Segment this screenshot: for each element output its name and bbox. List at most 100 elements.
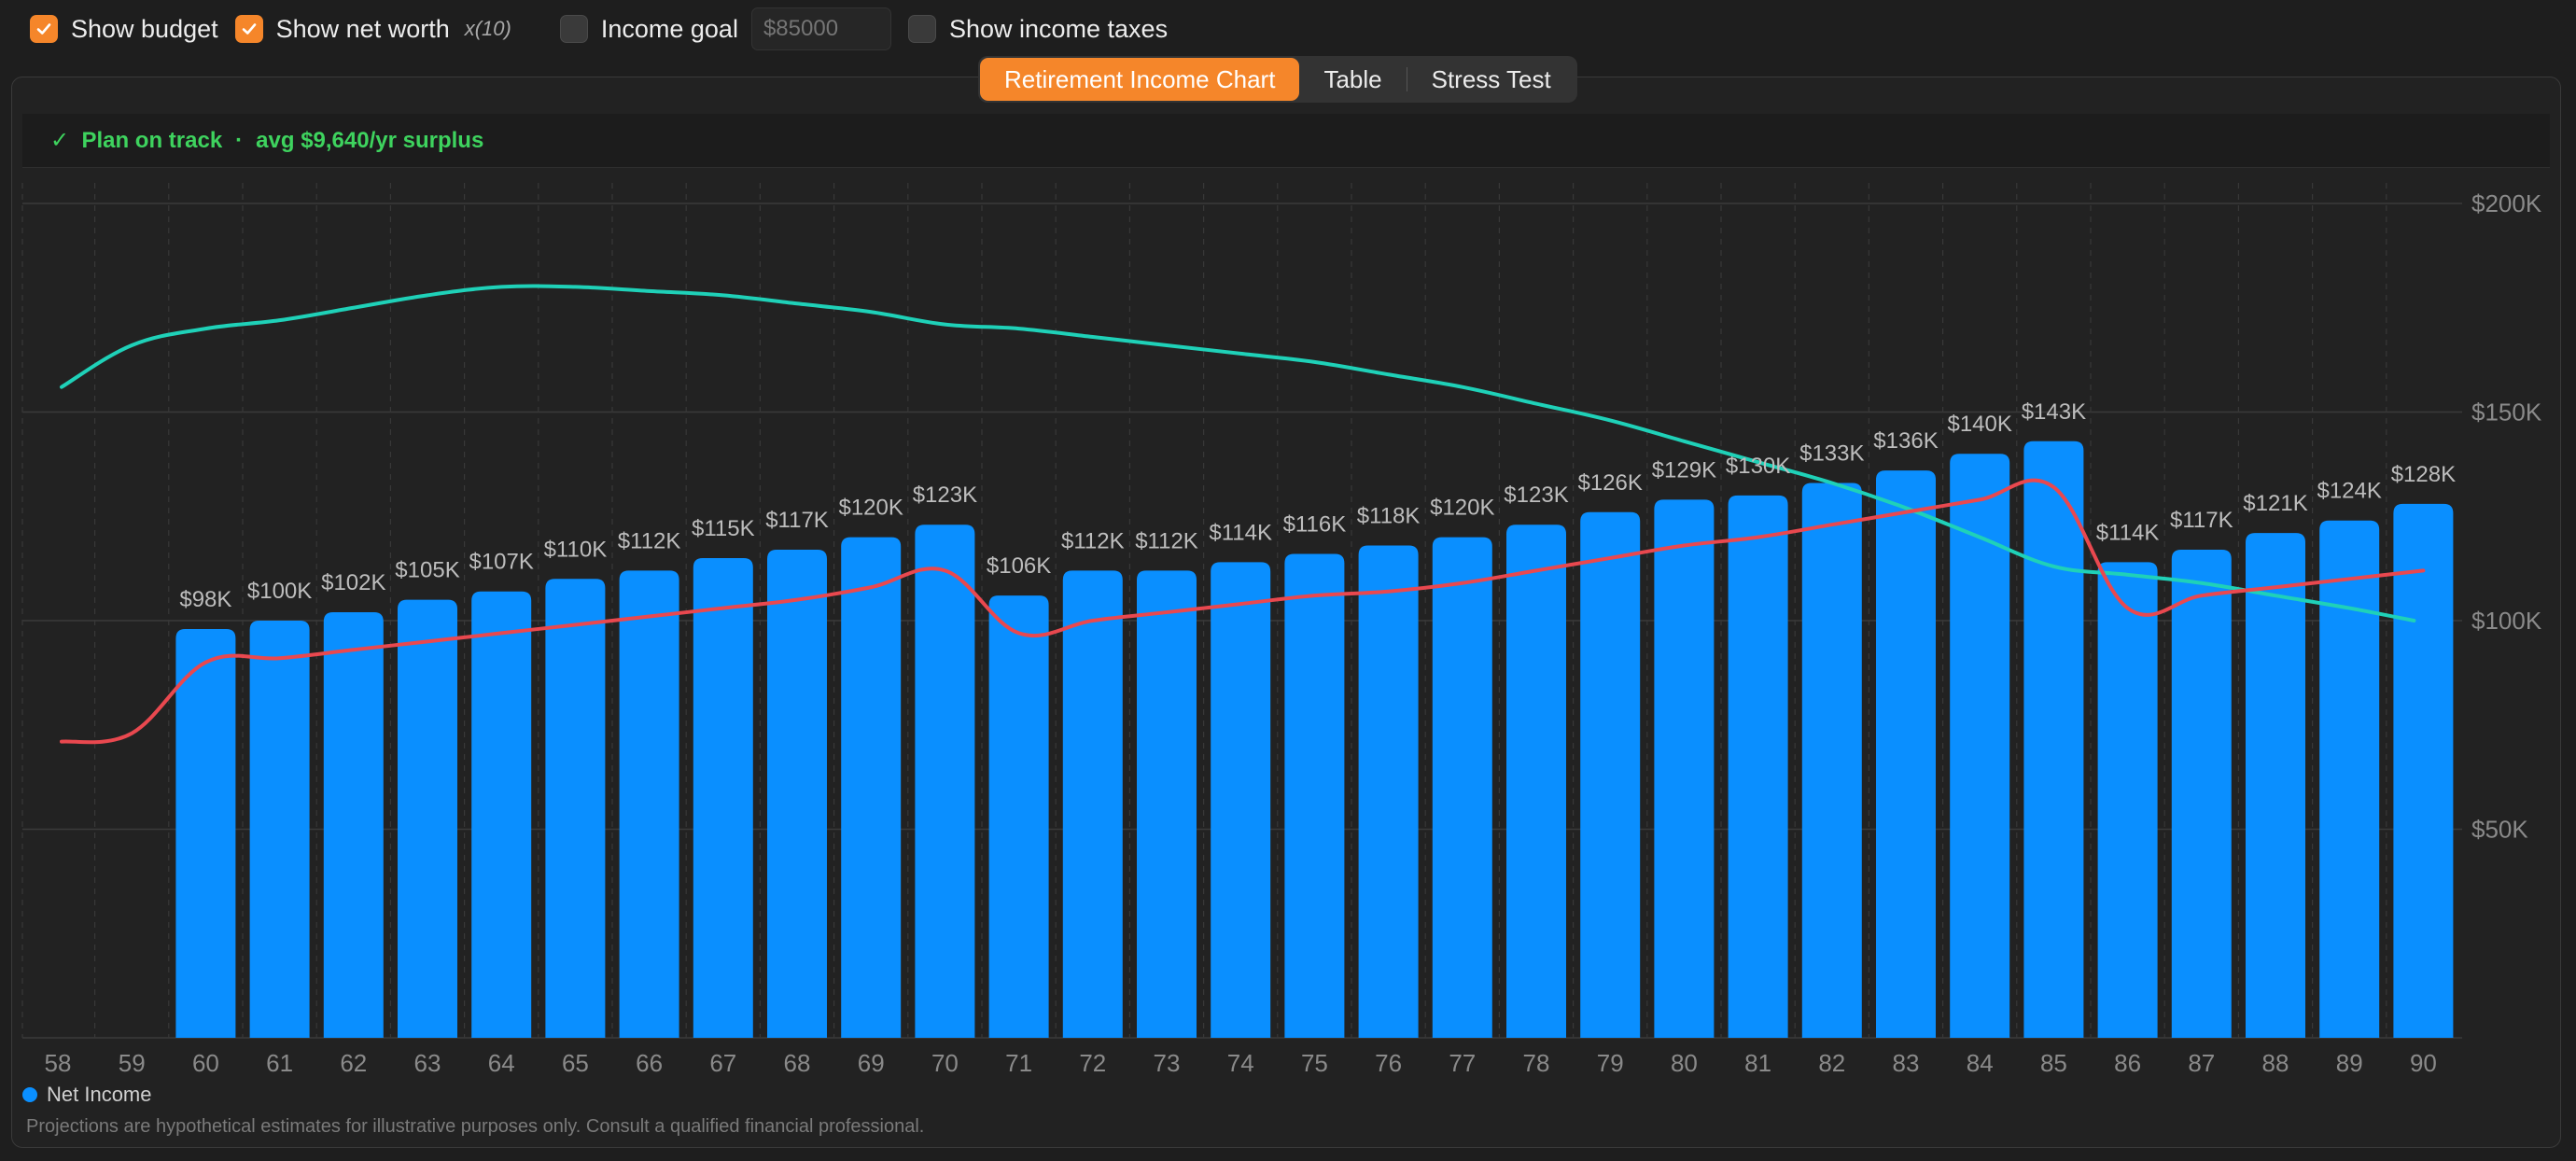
net-income-bar xyxy=(1728,495,1788,1038)
y-axis-tick-label: $200K xyxy=(2471,189,2542,217)
net-income-bar xyxy=(1950,454,2010,1038)
x-axis-tick-label: 78 xyxy=(1523,1049,1550,1077)
x-axis-tick-label: 60 xyxy=(192,1049,219,1077)
x-axis-tick-label: 58 xyxy=(45,1049,72,1077)
legend-net-income-swatch xyxy=(22,1087,37,1102)
bar-value-label: $112K xyxy=(1061,528,1125,553)
bar-value-label: $123K xyxy=(1504,483,1568,508)
bar-value-label: $110K xyxy=(544,537,608,562)
x-axis-tick-label: 66 xyxy=(636,1049,663,1077)
net-income-bar xyxy=(1432,537,1492,1038)
show-net-worth-checkbox[interactable]: Show net worth xyxy=(234,14,450,44)
plan-status-text: Plan on track xyxy=(81,127,223,153)
tab-retirement-income-chart[interactable]: Retirement Income Chart xyxy=(980,58,1300,101)
x-axis-tick-label: 70 xyxy=(931,1049,959,1077)
plan-status-banner: ✓ Plan on track · avg $9,640/yr surplus xyxy=(22,114,2550,168)
bar-value-label: $116K xyxy=(1283,511,1347,537)
view-tabs: Retirement Income Chart Table Stress Tes… xyxy=(978,56,1577,103)
bar-value-label: $100K xyxy=(247,579,312,604)
legend-net-income-label: Net Income xyxy=(47,1083,152,1106)
bar-value-label: $107K xyxy=(469,550,533,575)
net-income-bar xyxy=(619,570,679,1038)
bar-value-label: $124K xyxy=(2317,479,2381,504)
disclaimer-text: Projections are hypothetical estimates f… xyxy=(26,1116,925,1137)
x-axis-tick-label: 80 xyxy=(1671,1049,1698,1077)
x-axis-tick-label: 59 xyxy=(119,1049,146,1077)
bar-value-label: $136K xyxy=(1873,428,1938,454)
net-income-bar xyxy=(1801,483,1862,1038)
net-income-bar xyxy=(1284,553,1345,1038)
bar-value-label: $117K xyxy=(2170,508,2233,533)
x-axis-tick-label: 85 xyxy=(2040,1049,2067,1077)
bar-value-label: $117K xyxy=(765,508,829,533)
x-axis-tick-label: 84 xyxy=(1967,1049,1994,1077)
net-income-bar xyxy=(2393,503,2454,1038)
bar-value-label: $121K xyxy=(2243,491,2307,516)
show-budget-checkbox[interactable]: Show budget xyxy=(30,15,218,44)
net-income-bar xyxy=(249,621,310,1038)
bar-value-label: $143K xyxy=(2022,399,2086,425)
net-worth-scale-multiplier: x(10) xyxy=(464,17,511,40)
show-income-taxes-label: Show income taxes xyxy=(948,14,1169,43)
bar-value-label: $102K xyxy=(321,570,385,595)
net-income-bar xyxy=(175,628,236,1038)
x-axis-tick-label: 68 xyxy=(784,1049,811,1077)
bar-value-label: $106K xyxy=(987,553,1051,579)
bar-value-label: $98K xyxy=(179,587,231,612)
net-income-bar xyxy=(2023,441,2084,1038)
net-income-bar xyxy=(1211,562,1271,1038)
show-budget-label: Show budget xyxy=(71,14,218,43)
checkbox-unchecked-icon[interactable] xyxy=(907,15,936,43)
x-axis-tick-label: 65 xyxy=(562,1049,589,1077)
tab-stress-test[interactable]: Stress Test xyxy=(1431,64,1551,93)
show-net-worth-label: Show net worth xyxy=(275,14,450,43)
bar-value-label: $130K xyxy=(1726,454,1790,479)
bar-value-label: $128K xyxy=(2391,462,2456,487)
y-axis-tick-label: $150K xyxy=(2471,399,2542,427)
bar-value-label: $120K xyxy=(838,496,903,521)
x-axis-tick-label: 74 xyxy=(1227,1049,1254,1077)
x-axis-tick-label: 81 xyxy=(1744,1049,1771,1077)
show-income-taxes-checkbox[interactable]: Show income taxes xyxy=(907,14,1169,44)
bar-value-label: $114K xyxy=(2096,520,2160,545)
plan-surplus-text: avg $9,640/yr surplus xyxy=(256,127,484,153)
net-income-bar xyxy=(2246,533,2305,1038)
check-icon: ✓ xyxy=(50,128,70,153)
net-income-bar xyxy=(1137,570,1197,1038)
x-axis-tick-label: 67 xyxy=(709,1049,736,1077)
bar-value-label: $140K xyxy=(1947,412,2011,437)
net-worth-line xyxy=(60,284,2416,622)
chart-legend: Net Income xyxy=(22,1083,152,1107)
bar-value-label: $114K xyxy=(1209,520,1272,545)
net-income-bar xyxy=(398,599,457,1038)
net-income-bar xyxy=(323,612,384,1038)
y-axis-tick-label: $100K xyxy=(2471,607,2542,635)
income-goal-checkbox[interactable]: Income goal xyxy=(559,15,738,44)
bar-value-label: $123K xyxy=(913,483,977,508)
bar-value-label: $126K xyxy=(1577,470,1642,496)
net-income-bar xyxy=(1506,525,1566,1038)
income-goal-input[interactable] xyxy=(750,7,891,50)
x-axis-tick-label: 87 xyxy=(2188,1049,2215,1077)
x-axis-tick-label: 72 xyxy=(1079,1049,1106,1077)
x-axis-tick-label: 86 xyxy=(2114,1049,2141,1077)
x-axis-tick-label: 89 xyxy=(2336,1049,2363,1077)
net-income-bar xyxy=(1654,499,1715,1038)
toolbar: Show budget Show net worth x(10) Income … xyxy=(0,0,2576,58)
bar-value-label: $118K xyxy=(1357,504,1421,529)
tab-table[interactable]: Table xyxy=(1323,64,1382,93)
x-axis-tick-label: 88 xyxy=(2262,1049,2289,1077)
checkbox-checked-icon[interactable] xyxy=(234,15,263,43)
x-axis-tick-label: 73 xyxy=(1154,1049,1181,1077)
x-axis-tick-label: 83 xyxy=(1893,1049,1920,1077)
net-income-bar xyxy=(471,591,532,1038)
checkbox-unchecked-icon[interactable] xyxy=(559,15,588,43)
x-axis-tick-label: 76 xyxy=(1375,1049,1402,1077)
net-income-bar xyxy=(767,550,827,1038)
status-separator: · xyxy=(235,127,244,153)
bar-value-label: $115K xyxy=(692,516,755,541)
bar-value-label: $133K xyxy=(1799,441,1864,466)
checkbox-checked-icon[interactable] xyxy=(30,15,58,43)
net-income-bar xyxy=(1876,470,1936,1039)
